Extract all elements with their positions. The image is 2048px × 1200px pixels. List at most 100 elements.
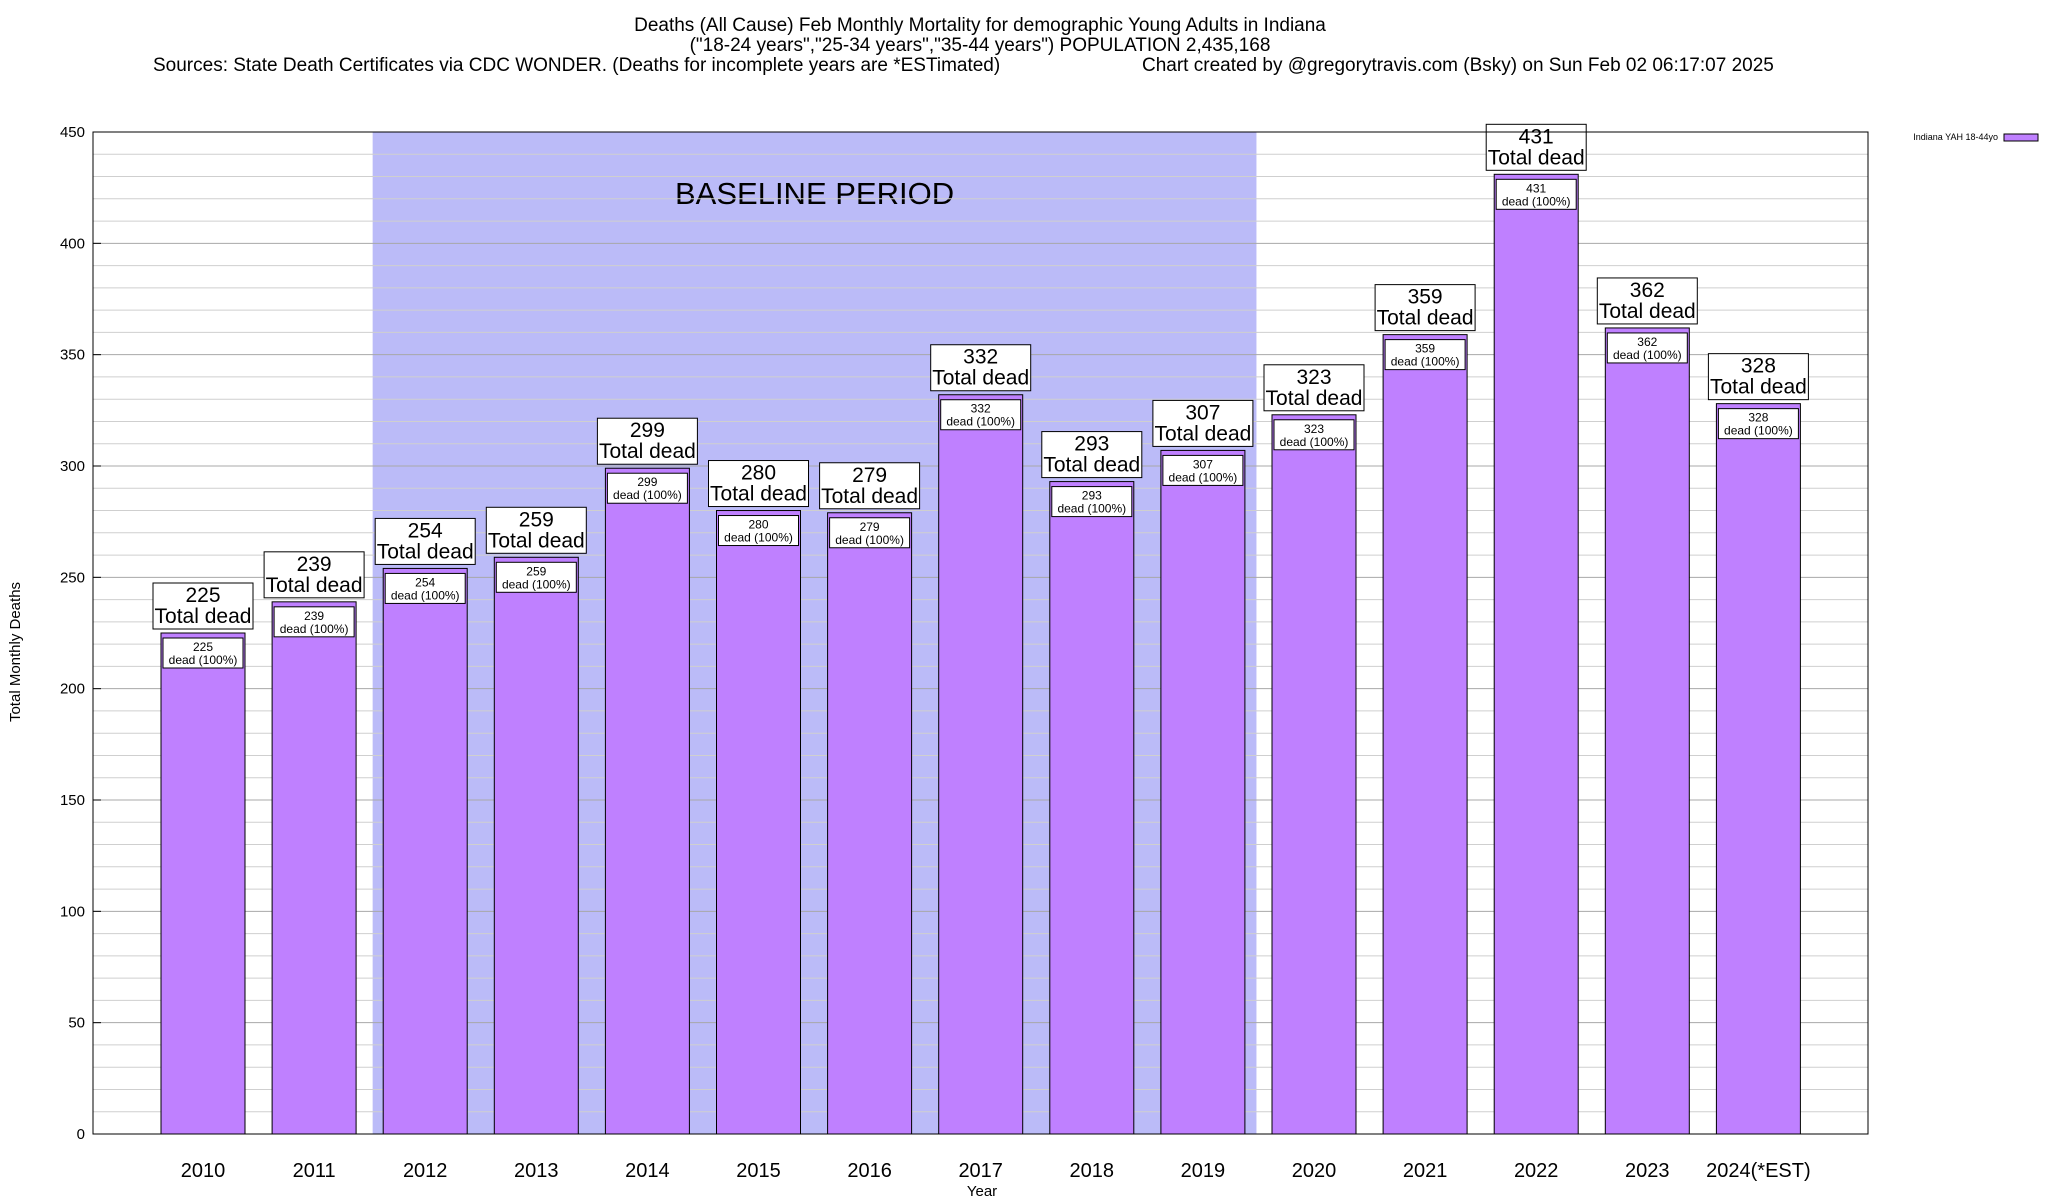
inner-suffix-label: dead (100%)	[502, 577, 571, 591]
total-suffix-label: Total dead	[1710, 376, 1807, 399]
inner-suffix-label: dead (100%)	[1280, 435, 1349, 449]
total-value-label: 293	[1074, 433, 1109, 456]
bar	[716, 510, 801, 1135]
legend: Indiana YAH 18-44yo	[1913, 132, 2039, 142]
inner-value-label: 359	[1415, 342, 1435, 356]
bar	[1493, 173, 1579, 1135]
inner-label-box	[1717, 408, 1799, 440]
total-label-box	[1041, 431, 1143, 479]
inner-value-label: 254	[415, 575, 435, 589]
total-suffix-label: Total dead	[1043, 454, 1140, 477]
bar	[827, 512, 913, 1135]
total-value-label: 279	[852, 464, 887, 487]
total-label-box	[485, 506, 587, 554]
y-tick-label: 200	[60, 681, 85, 698]
inner-suffix-label: dead (100%)	[1613, 348, 1682, 362]
inner-label-box	[1384, 339, 1466, 371]
inner-value-label: 362	[1637, 335, 1657, 349]
inner-suffix-label: dead (100%)	[1169, 470, 1238, 484]
chart-title: Deaths (All Cause) Feb Monthly Mortality…	[634, 15, 1326, 36]
total-suffix-label: Total dead	[1488, 146, 1585, 169]
inner-label-box	[1273, 419, 1355, 451]
total-value-label: 225	[185, 584, 220, 607]
inner-value-label: 239	[304, 609, 324, 623]
total-label-box	[1374, 284, 1476, 332]
y-tick-label: 50	[68, 1015, 85, 1032]
inner-suffix-label: dead (100%)	[1391, 355, 1460, 369]
bar	[382, 567, 468, 1135]
inner-suffix-label: dead (100%)	[169, 653, 238, 667]
bar	[1604, 327, 1690, 1135]
inner-suffix-label: dead (100%)	[280, 622, 349, 636]
bar	[271, 601, 357, 1135]
inner-value-label: 280	[748, 518, 768, 532]
total-value-label: 362	[1630, 279, 1665, 302]
inner-value-label: 279	[860, 520, 880, 534]
inner-suffix-label: dead (100%)	[613, 488, 682, 502]
legend-swatch	[2003, 133, 2039, 142]
inner-label-box	[1162, 454, 1244, 486]
inner-suffix-label: dead (100%)	[391, 588, 460, 602]
inner-label-box	[495, 561, 577, 593]
x-tick-label: 2014	[625, 1160, 670, 1182]
x-tick-label: 2010	[181, 1160, 226, 1182]
inner-suffix-label: dead (100%)	[1057, 502, 1126, 516]
y-tick-label: 0	[77, 1126, 85, 1143]
bar	[160, 632, 246, 1135]
total-suffix-label: Total dead	[1377, 307, 1474, 330]
inner-label-box	[606, 472, 688, 504]
x-tick-label: 2017	[958, 1160, 1003, 1182]
y-axis-ticks: 0 50 100 150 200 250 300 350 400 450	[60, 124, 101, 1143]
inner-value-label: 323	[1304, 422, 1324, 436]
legend-label: Indiana YAH 18-44yo	[1913, 132, 1998, 142]
total-label-box	[1596, 277, 1698, 325]
total-value-label: 239	[297, 553, 332, 576]
inner-label-box	[384, 572, 466, 604]
x-tick-label: 2023	[1625, 1160, 1670, 1182]
inner-suffix-label: dead (100%)	[1502, 194, 1571, 208]
total-label-box	[263, 551, 365, 599]
y-tick-label: 450	[60, 124, 85, 141]
x-tick-label: 2013	[514, 1160, 559, 1182]
total-label-box	[596, 417, 698, 465]
bar	[604, 467, 690, 1135]
x-axis-ticks: 2010 2011 2012 2013 2014 2015 2016 2017 2018 2019…	[181, 1160, 1811, 1182]
chart-credit: Chart created by @gregorytravis.com (Bsk…	[1142, 55, 1774, 76]
x-axis-label: Year	[967, 1183, 997, 1200]
total-label-box	[819, 462, 921, 510]
total-label-box	[930, 344, 1032, 392]
bar	[938, 394, 1024, 1135]
y-tick-label: 350	[60, 347, 85, 364]
inner-suffix-label: dead (100%)	[946, 415, 1015, 429]
plot-frame	[92, 131, 1869, 1135]
x-tick-label: 2021	[1403, 1160, 1448, 1182]
chart-titles: Deaths (All Cause) Feb Monthly Mortality…	[153, 15, 1774, 76]
inner-label-box	[940, 399, 1022, 431]
total-value-label: 332	[963, 346, 998, 369]
total-label-box	[708, 460, 809, 508]
baseline-band-label: BASELINE PERIOD	[675, 176, 954, 211]
total-suffix-label: Total dead	[155, 605, 252, 628]
x-tick-label: 2019	[1181, 1160, 1226, 1182]
total-value-label: 323	[1296, 366, 1331, 389]
inner-value-label: 293	[1082, 489, 1102, 503]
y-tick-label: 150	[60, 792, 85, 809]
x-tick-label: 2015	[736, 1160, 781, 1182]
x-tick-label: 2018	[1070, 1160, 1115, 1182]
total-value-label: 280	[741, 462, 776, 485]
inner-label-box	[162, 637, 244, 669]
total-suffix-label: Total dead	[710, 483, 807, 506]
total-suffix-label: Total dead	[1599, 300, 1696, 323]
x-tick-label: 2012	[403, 1160, 448, 1182]
y-tick-label: 100	[60, 903, 85, 920]
bar	[1160, 449, 1246, 1135]
total-suffix-label: Total dead	[266, 574, 363, 597]
bar	[1382, 334, 1468, 1135]
inner-label-box	[1606, 332, 1688, 364]
total-suffix-label: Total dead	[1154, 422, 1251, 445]
total-label-box	[1152, 399, 1254, 447]
x-tick-label: 2016	[847, 1160, 892, 1182]
total-value-label: 328	[1741, 355, 1776, 378]
total-label-box	[1263, 364, 1365, 412]
